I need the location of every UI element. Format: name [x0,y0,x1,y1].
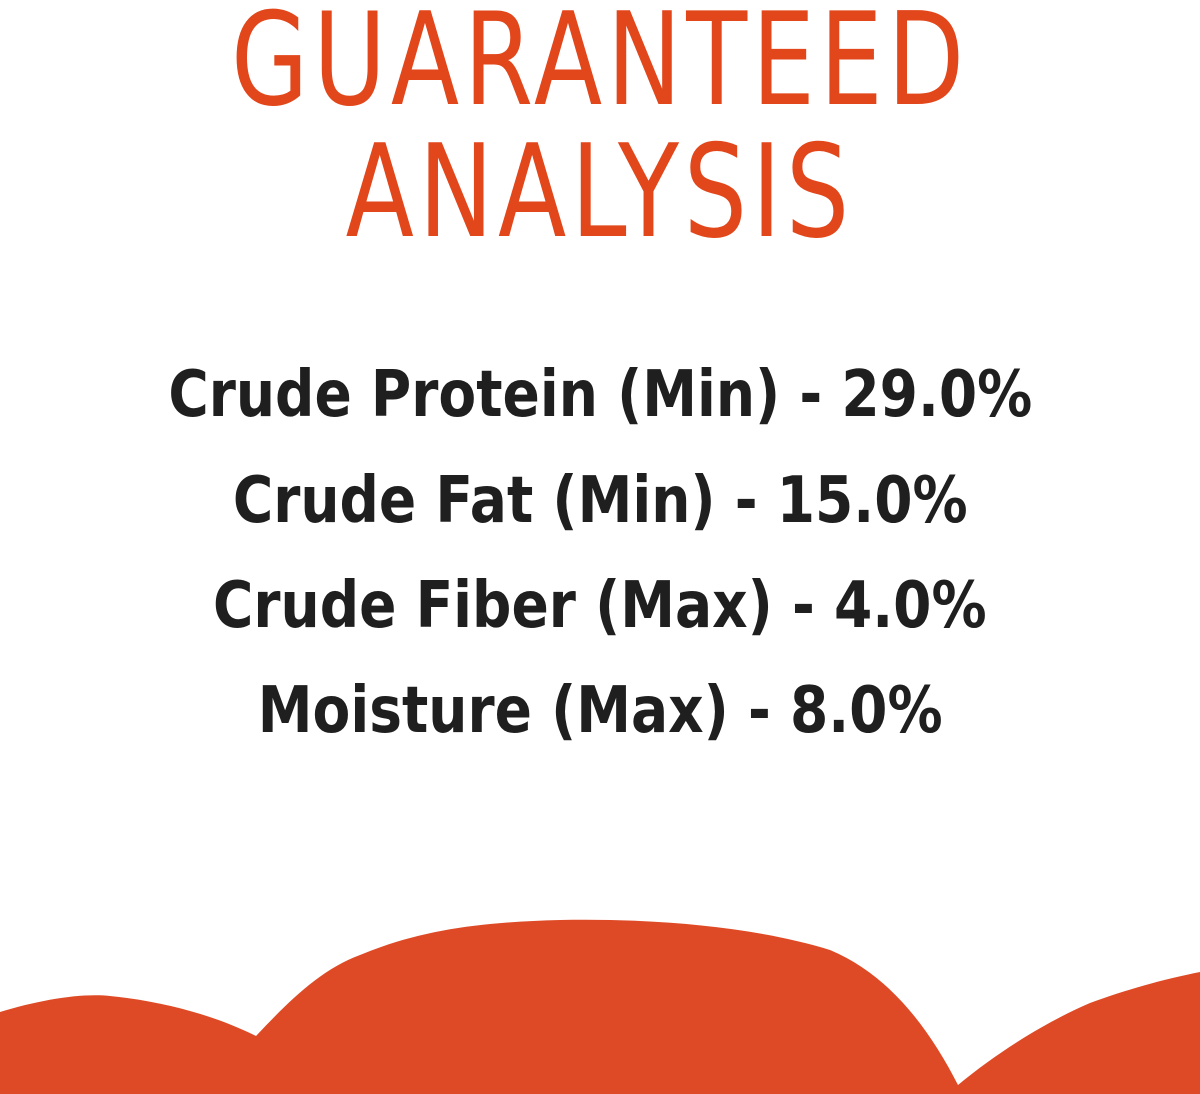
title-text: GUARANTEED [231,0,969,135]
title-text: ANALYSIS [345,118,855,267]
analysis-item-fat: Crude Fat (Min) - 15.0% [0,464,1200,538]
analysis-item-moisture: Moisture (Max) - 8.0% [0,674,1200,748]
title-line-1: GUARANTEED [0,0,1200,135]
orange-blob-shape [0,919,1200,1094]
analysis-text: Crude Protein (Min) - 29.0% [167,358,1033,432]
analysis-text: Moisture (Max) - 8.0% [257,674,943,748]
analysis-text: Crude Fiber (Max) - 4.0% [213,569,987,643]
title-line-2: ANALYSIS [0,118,1200,267]
analysis-item-protein: Crude Protein (Min) - 29.0% [0,358,1200,432]
analysis-text: Crude Fat (Min) - 15.0% [232,464,968,538]
analysis-item-fiber: Crude Fiber (Max) - 4.0% [0,569,1200,643]
